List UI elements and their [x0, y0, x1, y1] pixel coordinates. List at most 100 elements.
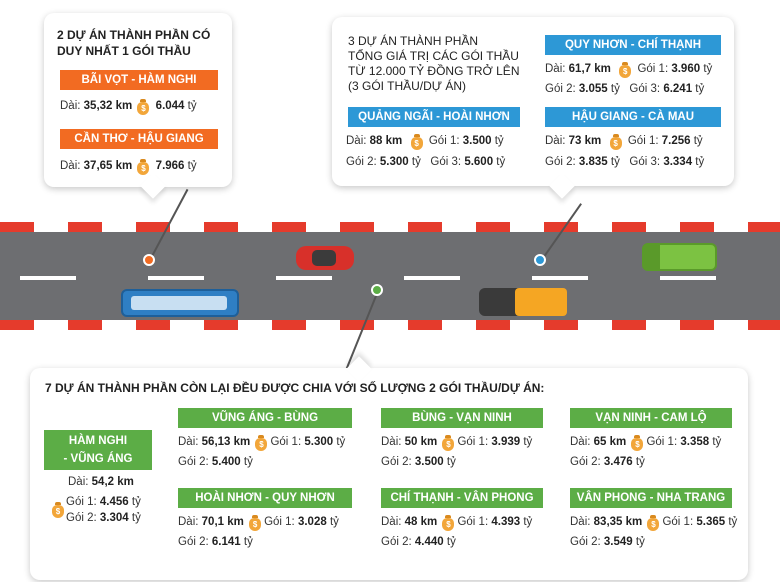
length-label: Dài:	[346, 135, 367, 147]
box-tail	[549, 173, 575, 199]
lane-dash	[660, 276, 716, 280]
money-bag-icon: $	[255, 435, 268, 451]
unit: tỷ	[131, 512, 141, 524]
amount-value: 6.044	[155, 100, 185, 112]
money-bag-icon: $	[631, 435, 644, 451]
package-value: 3.028	[297, 516, 327, 528]
package-label: Gói 1:	[637, 63, 669, 75]
project-pill: CẦN THƠ - HẬU GIANG	[60, 129, 218, 149]
project-pill: BÃI VỌT - HÀM NGHI	[60, 70, 218, 90]
project-length-row: Dài: 37,65 km $ 7.966 tỷ	[60, 159, 197, 175]
length-value: 56,13 km	[201, 436, 251, 448]
project-row-1: Dài: 56,13 km $ Gói 1: 5.300 tỷ	[178, 435, 345, 451]
package-value: 3.055	[578, 83, 608, 95]
length-value: 54,2 km	[91, 476, 134, 488]
package-label: Gói 1:	[662, 516, 694, 528]
package-label: Gói 2:	[381, 456, 412, 468]
orange-truck	[479, 288, 567, 316]
project-row-2: Gói 2: 4.440 tỷ	[381, 536, 456, 548]
length-value: 37,65 km	[83, 160, 133, 172]
length-label: Dài:	[68, 476, 89, 488]
package-label: Gói 1:	[646, 436, 678, 448]
unit: tỷ	[243, 456, 253, 468]
package-label: Gói 2:	[178, 456, 209, 468]
length-label: Dài:	[545, 135, 566, 147]
green-truck	[642, 243, 717, 271]
project-row-2: Gói 2: 3.476 tỷ	[570, 456, 645, 468]
package-value: 3.304	[99, 512, 129, 524]
length-label: Dài:	[60, 100, 81, 112]
package-label: Gói 1:	[66, 496, 97, 508]
length-label: Dài:	[570, 436, 591, 448]
package-value: 4.440	[414, 536, 444, 548]
length-value: 83,35 km	[593, 516, 643, 528]
unit: tỷ	[187, 160, 197, 172]
project-pill: QUY NHƠN - CHÍ THẠNH	[545, 35, 721, 55]
package-value: 3.939	[491, 436, 521, 448]
unit: tỷ	[695, 156, 705, 168]
package-label: Gói 3:	[629, 156, 661, 168]
box-title-line-4: (3 GÓI THẦU/DỰ ÁN)	[348, 79, 467, 93]
marker-orange	[143, 254, 155, 266]
package-value: 4.393	[491, 516, 521, 528]
money-bag-icon: $	[410, 134, 423, 150]
unit: tỷ	[635, 536, 645, 548]
project-row-1: Dài: 88 km $ Gói 1: 3.500 tỷ	[346, 134, 504, 150]
package-value: 3.500	[462, 135, 492, 147]
project-pill: VẠN NINH - CAM LỘ	[570, 408, 732, 428]
amount-value: 7.966	[155, 160, 185, 172]
package-value: 3.549	[603, 536, 633, 548]
money-bag-icon: $	[442, 435, 455, 451]
package-value: 5.600	[464, 156, 494, 168]
project-name-line-1: HÀM NGHI	[68, 435, 128, 447]
red-car	[296, 246, 354, 270]
length-value: 61,7 km	[568, 63, 611, 75]
road-curb-top	[0, 222, 780, 232]
package-label: Gói 1:	[457, 436, 489, 448]
package-value: 6.141	[211, 536, 241, 548]
box-title-line-1: 2 DỰ ÁN THÀNH PHẦN CÓ	[57, 28, 211, 42]
package-label: Gói 2:	[570, 536, 601, 548]
project-length-row: Dài: 54,2 km	[68, 476, 134, 488]
unit: tỷ	[610, 156, 620, 168]
project-row-1: Dài: 61,7 km $ Gói 1: 3.960 tỷ	[545, 62, 713, 78]
unit: tỷ	[610, 83, 620, 95]
project-row-2: Gói 2: 5.400 tỷ	[178, 456, 253, 468]
project-row-1: Dài: 50 km $ Gói 1: 3.939 tỷ	[381, 435, 533, 451]
package-value: 5.365	[696, 516, 726, 528]
unit: tỷ	[635, 456, 645, 468]
package-label: Gói 1:	[270, 436, 302, 448]
project-pill: HOÀI NHƠN - QUY NHƠN	[178, 488, 352, 508]
length-label: Dài:	[178, 436, 199, 448]
project-row-2: Gói 2: 3.549 tỷ	[570, 536, 645, 548]
package-value: 7.256	[661, 135, 691, 147]
money-bag-icon: $	[647, 515, 660, 531]
box-single-package: 2 DỰ ÁN THÀNH PHẦN CÓ DUY NHẤT 1 GÓI THẦ…	[44, 13, 232, 199]
package-value: 3.476	[603, 456, 633, 468]
unit: tỷ	[728, 516, 738, 528]
length-value: 73 km	[568, 135, 602, 147]
unit: tỷ	[695, 83, 705, 95]
package-label: Gói 1:	[457, 516, 489, 528]
unit: tỷ	[703, 63, 713, 75]
package-value: 5.300	[304, 436, 334, 448]
length-value: 65 km	[593, 436, 627, 448]
lane-dash	[276, 276, 332, 280]
package-value: 3.358	[680, 436, 710, 448]
project-row-1: Dài: 70,1 km $ Gói 1: 3.028 tỷ	[178, 515, 339, 531]
unit: tỷ	[411, 156, 421, 168]
project-row-2: Gói 2: 3.055 tỷ Gói 3: 6.241 tỷ	[545, 83, 704, 95]
project-length-row: Dài: 35,32 km $ 6.044 tỷ	[60, 99, 197, 115]
package-label: Gói 2:	[346, 156, 377, 168]
package-value: 6.241	[663, 83, 693, 95]
project-package-2: Gói 2: 3.304 tỷ	[66, 512, 141, 524]
box-title-line-1: 3 DỰ ÁN THÀNH PHẦN	[348, 34, 479, 48]
marker-blue	[534, 254, 546, 266]
project-row-1: Dài: 73 km $ Gói 1: 7.256 tỷ	[545, 134, 703, 150]
unit: tỷ	[496, 156, 506, 168]
project-package-1: Gói 1: 4.456 tỷ	[66, 496, 141, 508]
package-value: 4.456	[99, 496, 129, 508]
box-title-line-2: DUY NHẤT 1 GÓI THẦU	[57, 44, 191, 58]
unit: tỷ	[523, 436, 533, 448]
